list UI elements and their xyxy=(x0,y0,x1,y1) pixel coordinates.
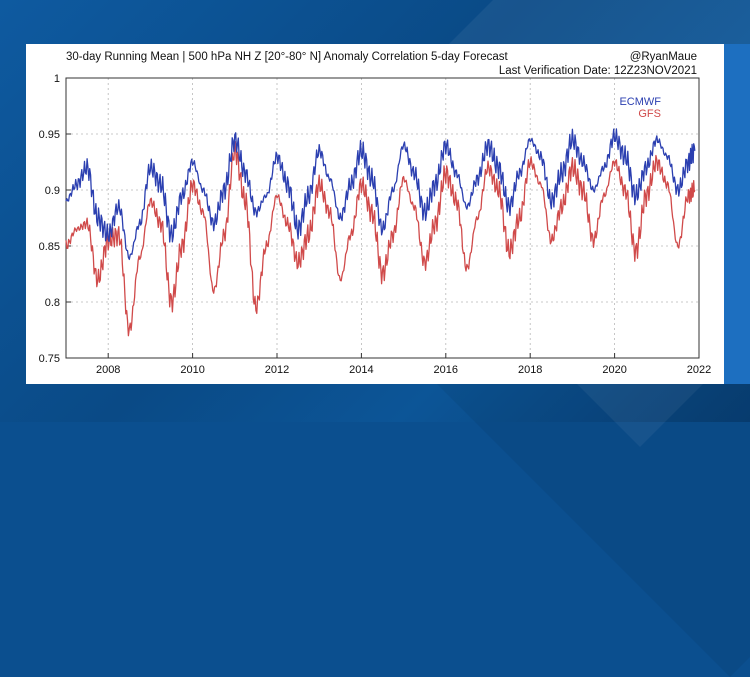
x-tick-label: 2020 xyxy=(602,364,626,376)
x-tick-label: 2016 xyxy=(434,364,458,376)
x-tick-label: 2008 xyxy=(96,364,120,376)
x-axis-ticks: 2008 2010 2012 2014 2016 2018 2020 2022 xyxy=(96,353,711,376)
line-chart: 0.75 0.8 0.85 0.9 0.95 1 2008 2010 2012 2014 2016… xyxy=(39,73,712,376)
verification-date: Last Verification Date: 12Z23NOV2021 xyxy=(498,65,697,77)
grid-lines xyxy=(66,78,699,358)
y-tick-label: 0.95 xyxy=(39,129,60,141)
chart-credit: @RyanMaue xyxy=(629,51,697,63)
chart-title: 30-day Running Mean | 500 hPa NH Z [20°-… xyxy=(66,51,508,63)
series-lines xyxy=(65,128,696,337)
y-tick-label: 0.75 xyxy=(39,353,60,365)
y-tick-label: 0.85 xyxy=(39,241,60,253)
side-accent xyxy=(724,44,750,384)
legend-entry-ecmwf: ECMWF xyxy=(619,96,661,108)
y-tick-label: 1 xyxy=(54,73,60,85)
x-tick-label: 2010 xyxy=(180,364,204,376)
y-tick-label: 0.8 xyxy=(45,297,60,309)
y-tick-label: 0.9 xyxy=(45,185,60,197)
gfs-line xyxy=(65,140,696,337)
plot-frame xyxy=(65,77,700,359)
y-axis-ticks: 0.75 0.8 0.85 0.9 0.95 1 xyxy=(39,73,71,365)
x-tick-label: 2012 xyxy=(265,364,289,376)
x-tick-label: 2018 xyxy=(518,364,542,376)
ecmwf-line xyxy=(65,128,696,261)
x-tick-label: 2022 xyxy=(687,364,711,376)
legend-entry-gfs: GFS xyxy=(638,108,661,120)
x-tick-label: 2014 xyxy=(349,364,373,376)
chart-panel: 30-day Running Mean | 500 hPa NH Z [20°-… xyxy=(26,44,724,384)
